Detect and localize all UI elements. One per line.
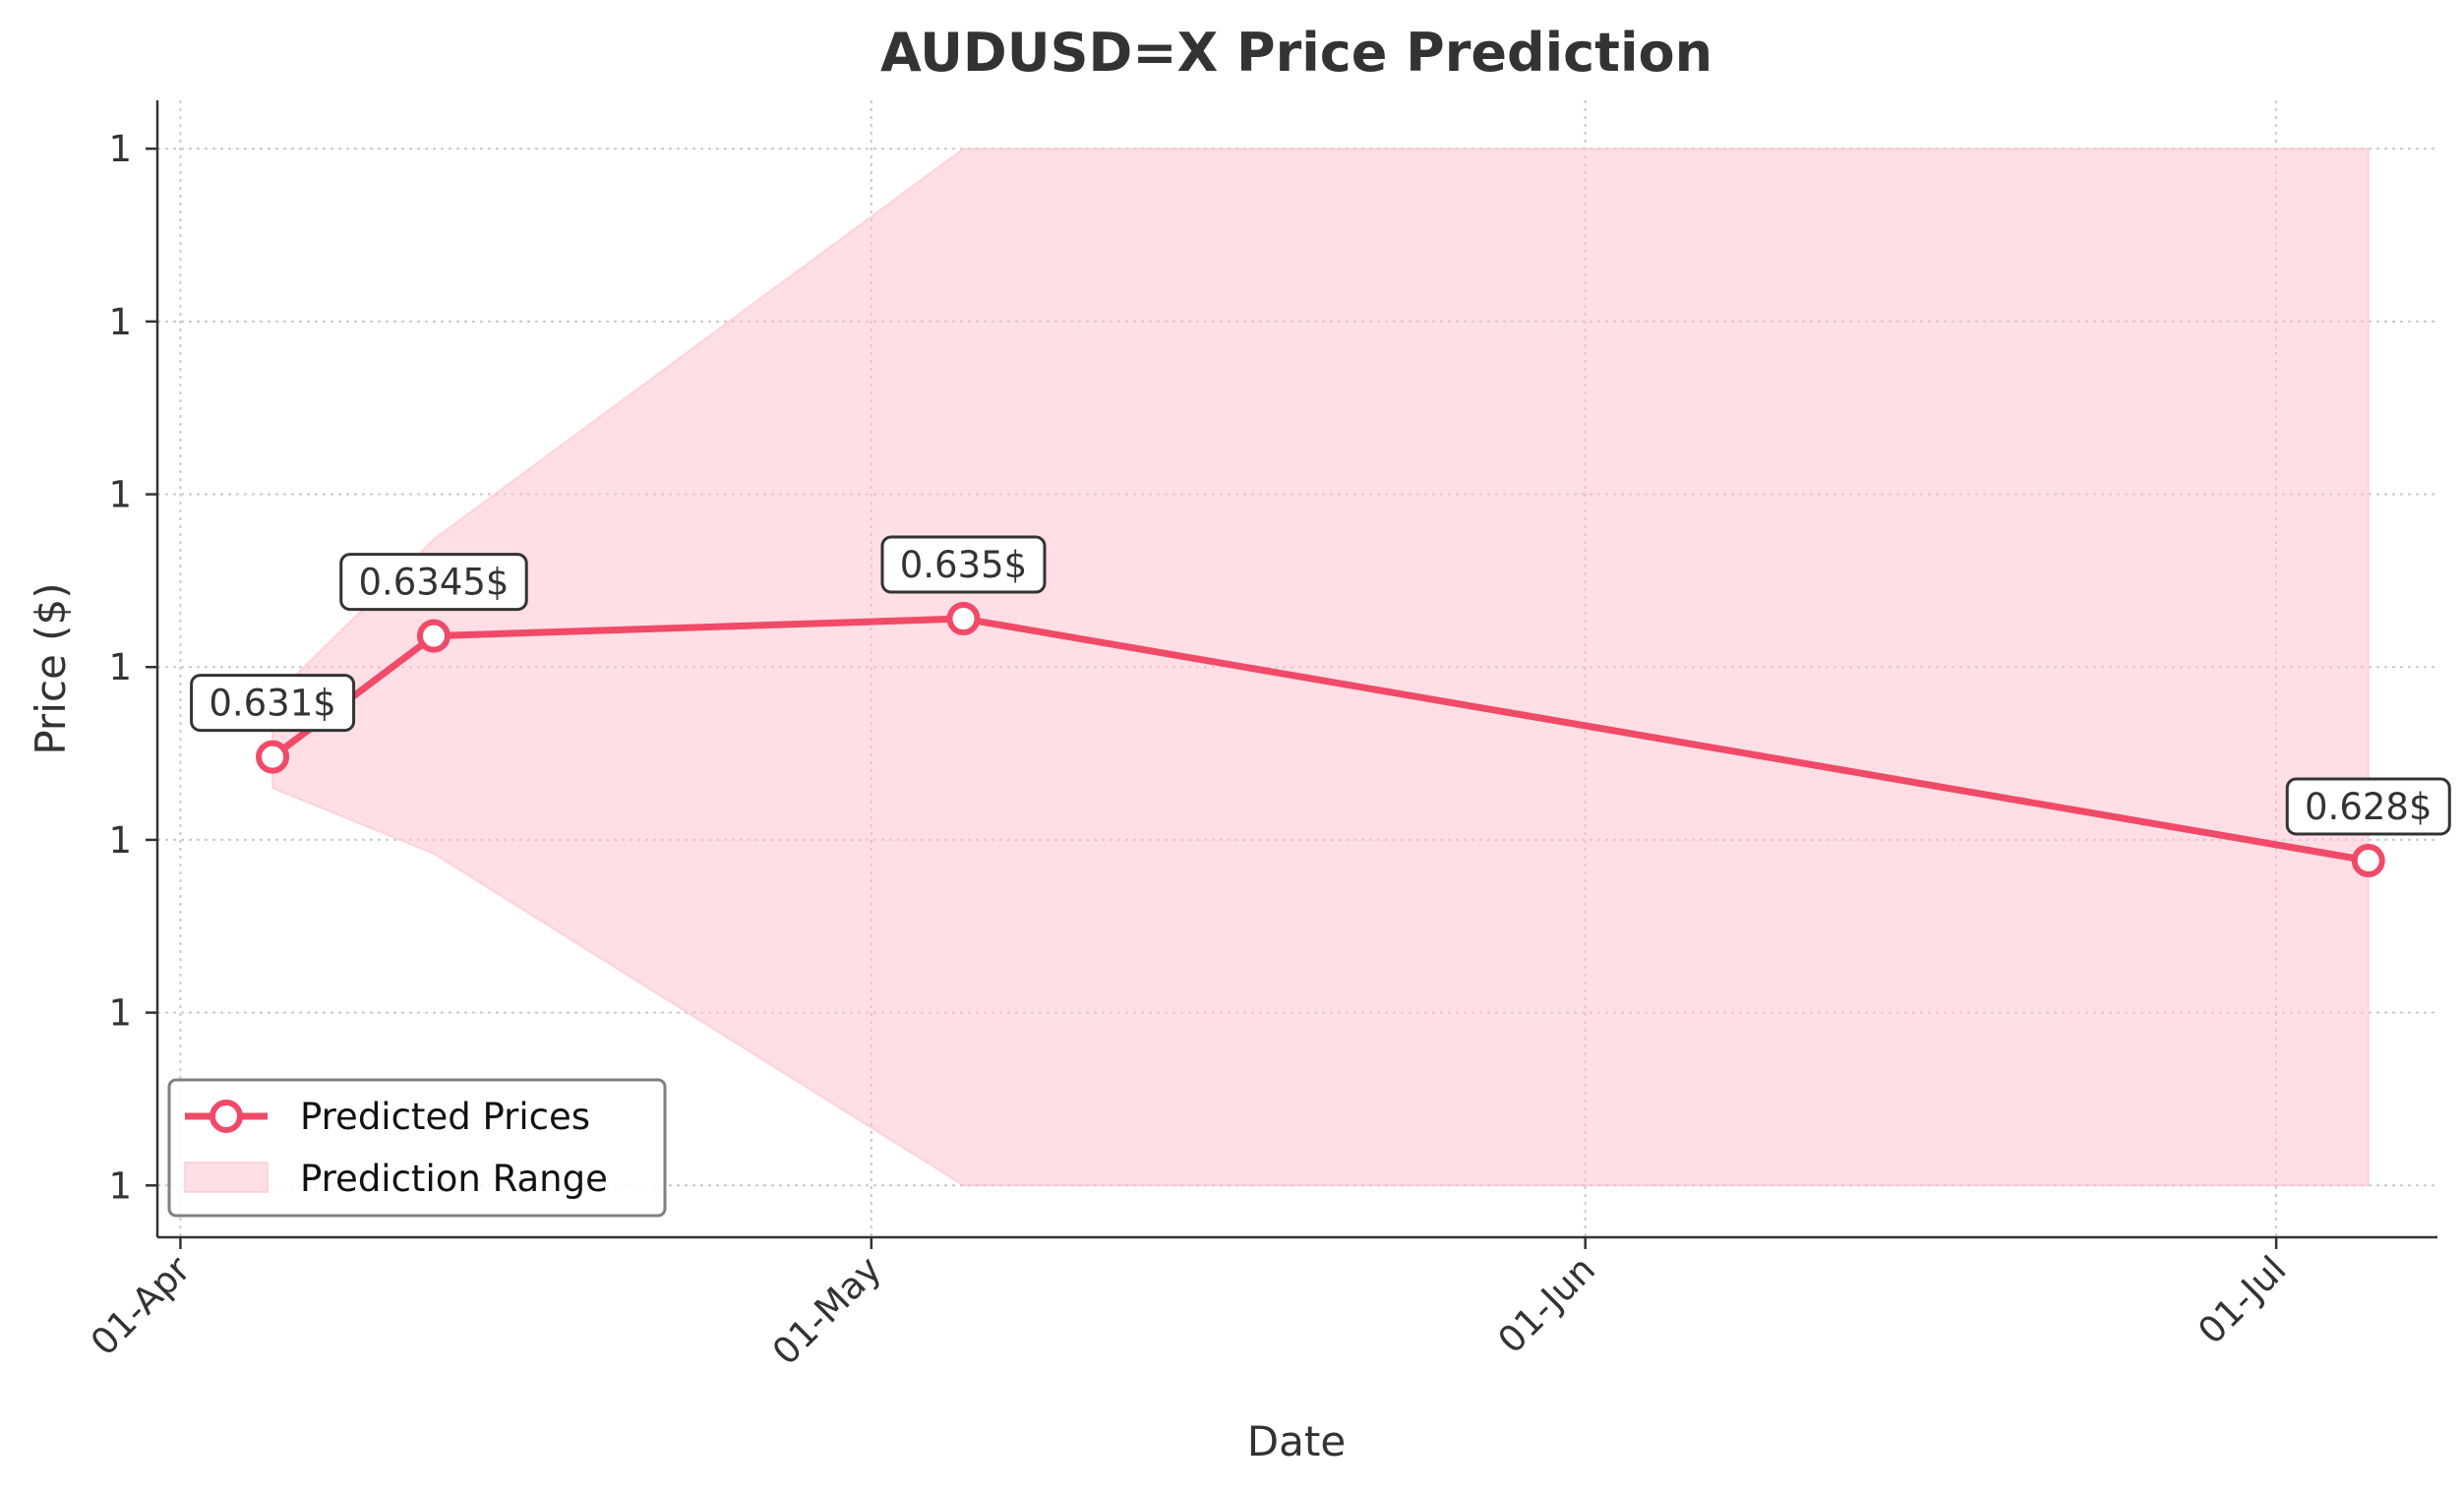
annotation-box xyxy=(190,674,356,733)
legend-band-swatch xyxy=(184,1162,269,1193)
annotation-box xyxy=(2285,777,2451,836)
annotation-label: 0.635$ xyxy=(900,544,1027,586)
chart-title: AUDUSD=X Price Prediction xyxy=(880,22,1713,84)
prediction-range-band xyxy=(271,148,2370,1187)
prediction-range-area xyxy=(271,148,2370,1187)
legend: Predicted Prices Prediction Range xyxy=(167,1078,667,1218)
y-tick-label: 1 xyxy=(108,992,132,1035)
annotations: 0.631$ 0.6345$ 0.635$ 0.628$ xyxy=(190,535,2451,836)
predicted-price-point xyxy=(2351,844,2385,878)
annotation-label: 0.631$ xyxy=(209,683,335,725)
annotation-box xyxy=(880,535,1047,594)
legend-label-predicted: Predicted Prices xyxy=(300,1096,590,1138)
predicted-price-point xyxy=(256,740,290,774)
annotation-label: 0.628$ xyxy=(2305,786,2432,828)
predicted-price-point xyxy=(946,602,981,636)
y-tick-label: 1 xyxy=(108,646,132,688)
legend-label-range: Prediction Range xyxy=(300,1158,608,1200)
y-tick-label: 1 xyxy=(108,301,132,343)
y-tick-label: 1 xyxy=(108,128,132,170)
predicted-price-point xyxy=(416,619,451,653)
x-axis-label: Date xyxy=(1247,1417,1346,1465)
y-tick-label: 1 xyxy=(108,819,132,862)
y-tick-label: 1 xyxy=(108,1164,132,1207)
y-axis-label: Price ($) xyxy=(27,582,75,754)
annotation-box xyxy=(339,553,528,612)
annotation-label: 0.6345$ xyxy=(358,562,509,604)
legend-box xyxy=(167,1078,667,1218)
legend-marker-swatch xyxy=(210,1100,243,1133)
y-tick-label: 1 xyxy=(108,474,132,516)
